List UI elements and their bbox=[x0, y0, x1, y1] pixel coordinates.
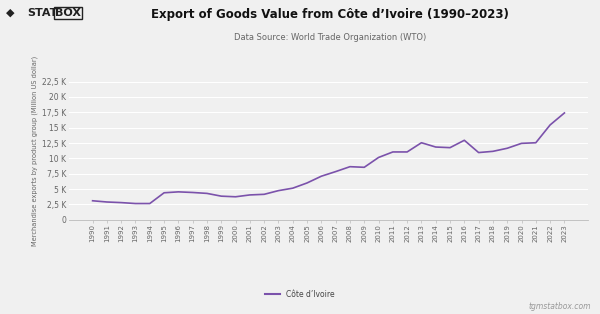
Text: STAT: STAT bbox=[27, 8, 58, 18]
Text: Data Source: World Trade Organization (WTO): Data Source: World Trade Organization (W… bbox=[234, 33, 426, 42]
Y-axis label: Merchandise exports by product group (Million US dollar): Merchandise exports by product group (Mi… bbox=[31, 56, 38, 246]
Legend: Côte d’Ivoire: Côte d’Ivoire bbox=[262, 287, 338, 302]
Text: BOX: BOX bbox=[55, 8, 81, 18]
Text: ◆: ◆ bbox=[6, 8, 14, 18]
Text: Export of Goods Value from Côte d’Ivoire (1990–2023): Export of Goods Value from Côte d’Ivoire… bbox=[151, 8, 509, 21]
Text: tgmstatbox.com: tgmstatbox.com bbox=[529, 302, 591, 311]
